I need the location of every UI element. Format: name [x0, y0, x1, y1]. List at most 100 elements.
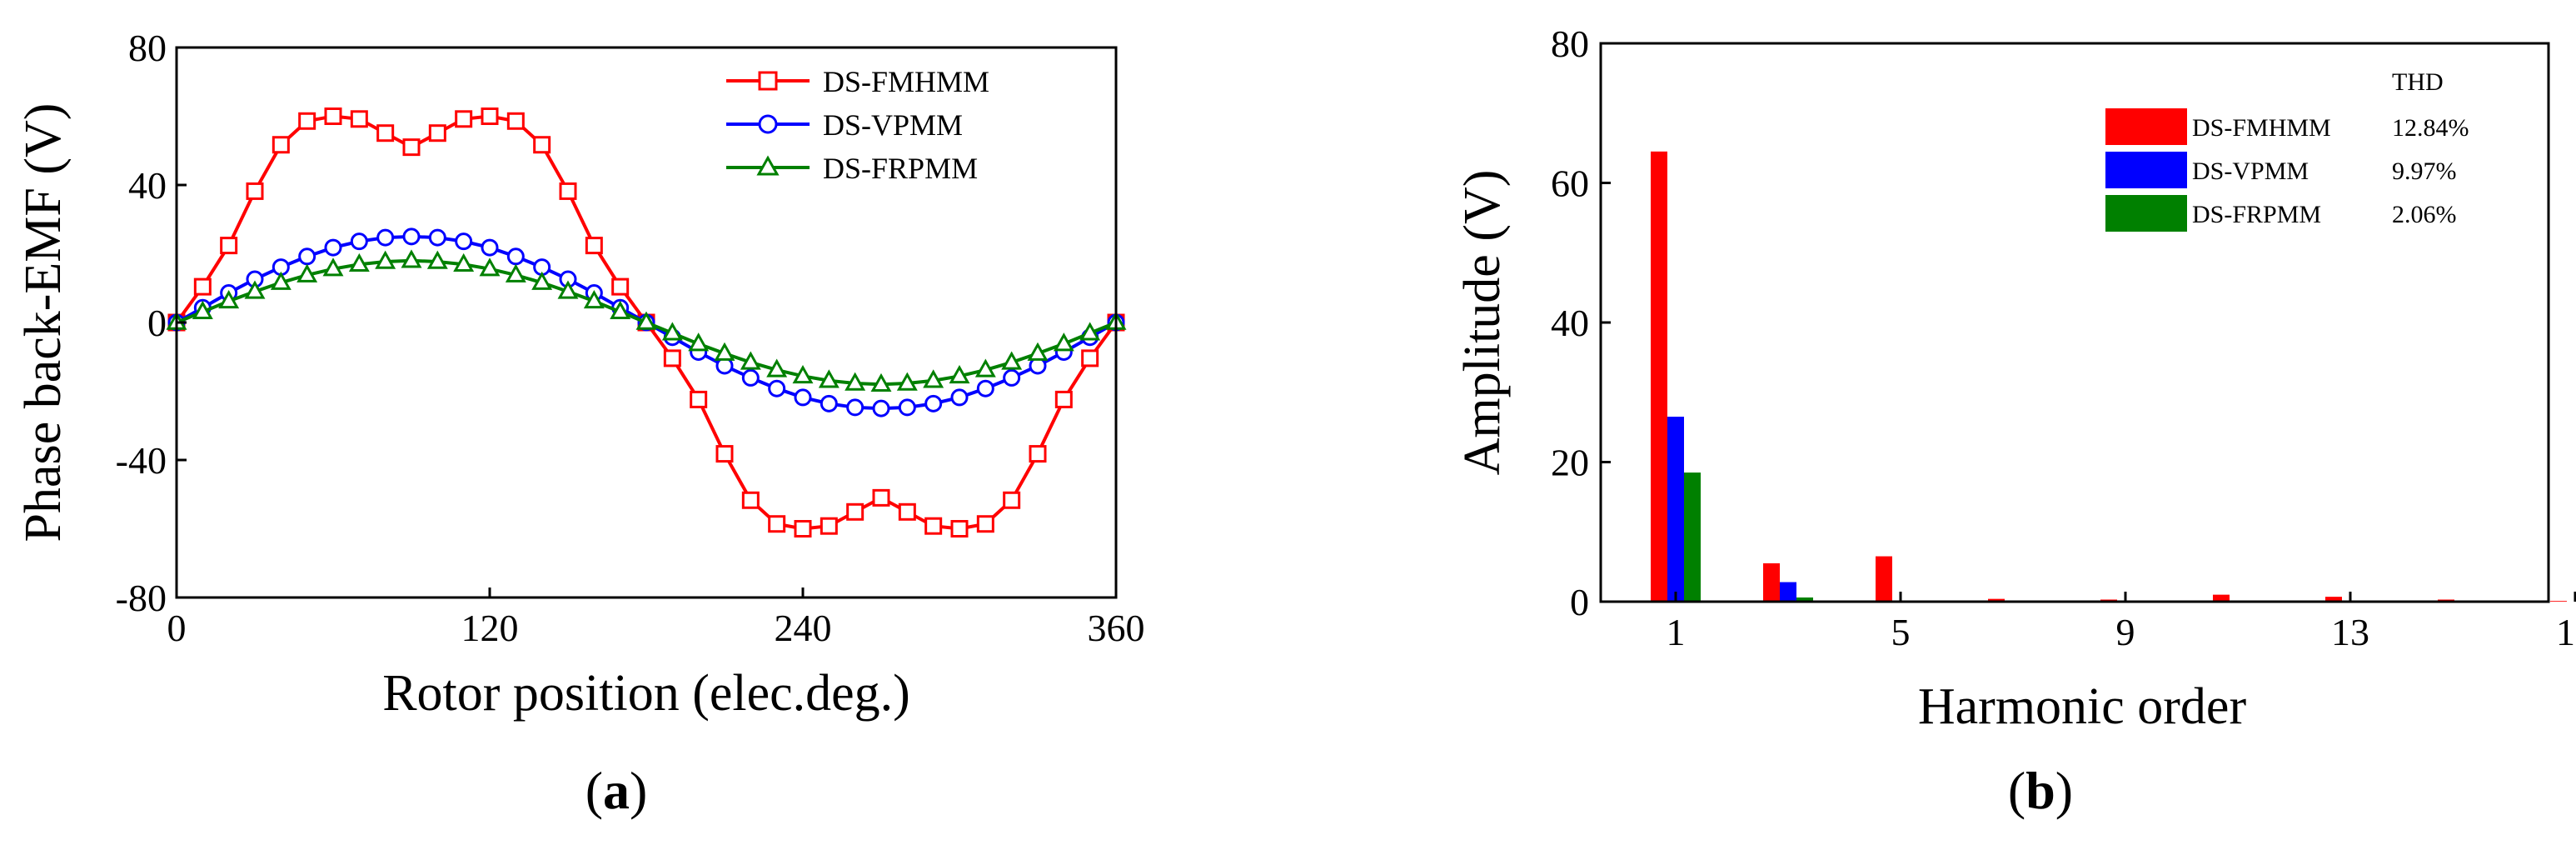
panel-a-ylabel: Phase back-EMF (V) — [15, 103, 72, 542]
data-point — [896, 372, 918, 391]
bar — [1667, 417, 1684, 602]
legend-label: DS-FRPMM — [823, 152, 978, 185]
panel-a: 0 120 240 360 -80 -40 0 40 80 Rotor position (el… — [15, 27, 1145, 820]
data-point — [402, 138, 421, 157]
data-point — [298, 248, 316, 266]
legend-label: DS-FMHMM — [823, 65, 989, 98]
y-tick-label: 80 — [128, 27, 167, 69]
data-point — [976, 379, 994, 398]
data-point — [428, 124, 446, 142]
data-point — [1001, 351, 1023, 370]
data-point — [375, 250, 396, 269]
legend-entry: DS-FRPMM — [726, 152, 978, 185]
x-tick-label: 5 — [1891, 611, 1911, 653]
data-point — [714, 342, 735, 361]
bar — [1763, 562, 1780, 602]
bar — [1988, 598, 2005, 602]
data-point — [820, 394, 838, 412]
data-point — [218, 290, 240, 309]
data-point — [453, 252, 475, 272]
data-point — [350, 110, 368, 128]
y-tick-label: -80 — [116, 577, 167, 619]
data-point — [585, 237, 603, 255]
data-point — [348, 252, 370, 272]
legend-swatch — [2105, 108, 2187, 145]
data-point — [350, 232, 368, 251]
panel-a-legend: DS-FMHMM DS-VPMM DS-FRPMM — [726, 65, 989, 185]
legend-label: DS-VPMM — [823, 108, 963, 142]
panel-a-letter: a — [603, 761, 630, 820]
y-tick-label: -40 — [116, 439, 167, 482]
data-point — [455, 232, 473, 251]
data-point — [244, 280, 266, 299]
data-point — [688, 332, 710, 352]
data-point — [846, 398, 864, 417]
data-point — [1053, 332, 1074, 352]
data-point — [611, 278, 630, 296]
x-tick-label: 1 — [1667, 611, 1686, 653]
y-tick-label: 20 — [1551, 442, 1589, 484]
x-tick-label: 0 — [167, 607, 187, 649]
bar — [2213, 594, 2230, 602]
data-point — [402, 228, 421, 246]
data-point — [768, 379, 786, 398]
data-point — [296, 263, 318, 282]
legend-marker — [758, 114, 778, 134]
data-point — [1003, 368, 1021, 387]
bar — [1876, 556, 1892, 602]
legend-label: DS-FRPMM — [2192, 201, 2321, 228]
data-point — [506, 248, 525, 266]
data-point — [324, 108, 342, 125]
y-tick-label: 0 — [147, 302, 167, 344]
data-point — [974, 358, 996, 378]
data-point — [950, 520, 969, 538]
data-point — [663, 349, 681, 368]
bar — [1780, 582, 1796, 602]
data-point — [792, 364, 814, 384]
x-tick-label: 120 — [461, 607, 519, 649]
data-point — [870, 372, 892, 392]
panel-a-xlabel: Rotor position (elec.deg.) — [382, 665, 910, 722]
data-point — [246, 182, 264, 200]
data-point — [1081, 349, 1099, 368]
legend-thd: 9.97% — [2392, 158, 2457, 185]
data-point — [455, 110, 473, 128]
data-point — [1003, 491, 1021, 509]
x-tick-label: 17 — [2556, 611, 2576, 653]
panel-b-ylabel: Amplitude (V) — [1454, 170, 1511, 476]
legend-entry: DS-FMHMM 12.84% — [2105, 108, 2469, 145]
y-tick-label: 40 — [1551, 302, 1589, 344]
legend-thd: 2.06% — [2392, 201, 2457, 228]
data-point — [1027, 342, 1049, 361]
data-point — [923, 369, 944, 388]
data-point — [846, 502, 864, 521]
bar — [2325, 597, 2342, 602]
legend-swatch — [2105, 152, 2187, 188]
data-point — [635, 311, 657, 330]
data-point — [298, 112, 316, 130]
data-point — [479, 258, 501, 277]
data-point — [818, 369, 840, 388]
y-tick-label: 40 — [128, 164, 167, 207]
data-point — [768, 515, 786, 533]
legend-entry: DS-VPMM — [726, 108, 963, 142]
data-point — [324, 238, 342, 257]
data-point — [270, 271, 291, 290]
x-tick-label: 360 — [1088, 607, 1145, 649]
data-point — [1029, 445, 1047, 463]
legend-label: DS-VPMM — [2192, 158, 2309, 185]
bar — [1651, 151, 1667, 602]
data-point — [924, 517, 943, 535]
data-point — [740, 351, 761, 370]
data-point — [661, 322, 683, 341]
data-point — [506, 112, 525, 130]
data-point — [715, 445, 734, 463]
data-point — [794, 520, 812, 538]
series-ds-fmhmm — [167, 108, 1125, 538]
data-point — [531, 271, 553, 290]
y-tick-label: 80 — [1551, 22, 1589, 65]
legend-entry: DS-FMHMM — [726, 65, 989, 98]
bar — [1796, 597, 1813, 602]
data-point — [690, 390, 708, 408]
data-point — [845, 372, 866, 391]
